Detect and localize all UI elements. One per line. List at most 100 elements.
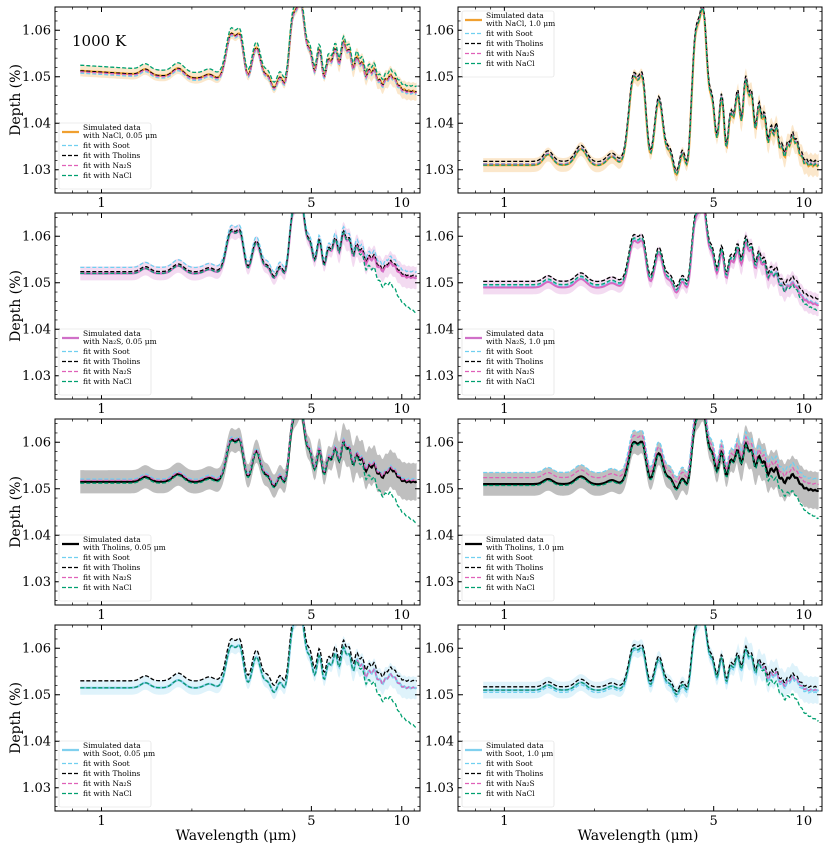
series-line-fit_NaCl <box>483 419 819 520</box>
x-tick-label: 10 <box>796 196 813 211</box>
axes-frame <box>457 6 823 194</box>
legend-data-label: with Soot, 0.05 μm <box>83 749 155 758</box>
series-line-fit_Soot <box>80 213 417 273</box>
legend-fit-label: fit with Soot <box>83 347 130 356</box>
series-line-fit_Tholins <box>483 7 820 172</box>
plot-area <box>483 625 820 722</box>
series-line-fit_Na2S <box>483 213 819 306</box>
legend-box <box>58 534 152 602</box>
uncertainty-band <box>80 625 417 700</box>
legend-fit-label: fit with Soot <box>486 553 533 562</box>
y-tick-label: 1.05 <box>425 482 454 497</box>
series-line-fit_Soot <box>80 419 417 485</box>
legend-fit-label: fit with Na₂S <box>486 779 535 788</box>
legend-data-label: with NaCl, 0.05 μm <box>83 131 157 140</box>
x-tick-label: 1 <box>500 608 508 623</box>
uncertainty-band <box>483 419 819 510</box>
series-line-fit_Tholins <box>483 625 819 693</box>
legend-data-label: Simulated data <box>83 123 141 132</box>
plot-area <box>483 213 820 317</box>
series-line-fit_NaCl <box>483 7 820 176</box>
series-line-fit_NaCl <box>483 625 819 722</box>
plot-area <box>483 7 820 182</box>
legend-fit-label: fit with Tholins <box>486 769 543 778</box>
y-tick-label: 1.05 <box>22 482 51 497</box>
legend-data-label: with Na₂S, 0.05 μm <box>83 337 157 346</box>
x-tick-label: 10 <box>394 814 411 829</box>
x-tick-label: 10 <box>394 402 411 417</box>
legend-data-label: with Soot, 1.0 μm <box>486 749 553 758</box>
series-line-fit_Na2S <box>80 7 417 94</box>
y-tick-label: 1.04 <box>425 528 454 543</box>
y-tick-label: 1.04 <box>425 116 454 131</box>
legend-fit-label: fit with Tholins <box>83 769 140 778</box>
x-tick-label: 10 <box>394 196 411 211</box>
legend-fit-label: fit with Soot <box>83 141 130 150</box>
x-tick-label: 5 <box>307 196 315 211</box>
plot-area <box>80 625 418 728</box>
uncertainty-band <box>483 625 819 705</box>
x-tick-label: 10 <box>796 814 813 829</box>
y-tick-label: 1.05 <box>425 276 454 291</box>
x-tick-label: 1 <box>500 196 508 211</box>
axes-frame <box>54 418 421 606</box>
x-tick-label: 1 <box>97 402 105 417</box>
legend-fit-label: fit with Soot <box>83 759 130 768</box>
uncertainty-band <box>80 419 417 501</box>
y-tick-label: 1.05 <box>22 276 51 291</box>
y-tick-label: 1.04 <box>425 734 454 749</box>
series-line-fit_Soot <box>80 7 417 96</box>
y-tick-label: 1.03 <box>22 163 51 178</box>
plot-area <box>80 7 418 101</box>
x-tick-label: 5 <box>710 608 718 623</box>
y-tick-label: 1.06 <box>22 641 51 656</box>
series-line-fit_Tholins <box>80 213 417 278</box>
legend-data-label: Simulated data <box>83 741 141 750</box>
x-tick-label: 10 <box>796 402 813 417</box>
y-tick-label: 1.03 <box>22 369 51 384</box>
y-tick-label: 1.04 <box>22 116 51 131</box>
xlabel-left: Wavelength (μm) <box>176 828 297 844</box>
y-tick-label: 1.03 <box>425 781 454 796</box>
axes-frame <box>54 212 421 400</box>
legend-data-label: Simulated data <box>83 535 141 544</box>
x-tick-label: 1 <box>500 814 508 829</box>
legend-box <box>461 740 555 808</box>
series-line-fit_NaCl <box>483 213 819 312</box>
x-tick-label: 10 <box>796 608 813 623</box>
x-tick-label: 5 <box>710 814 718 829</box>
x-tick-label: 10 <box>394 608 411 623</box>
plot-area <box>80 213 418 314</box>
legend-fit-label: fit with Soot <box>486 347 533 356</box>
legend-fit-label: fit with Na₂S <box>83 161 132 170</box>
y-tick-label: 1.06 <box>22 229 51 244</box>
legend-fit-label: fit with Na₂S <box>486 367 535 376</box>
legend-data-label: Simulated data <box>486 11 544 20</box>
legend-fit-label: fit with Tholins <box>486 563 543 572</box>
legend-fit-label: fit with Na₂S <box>83 573 132 582</box>
series-line-fit_NaCl <box>80 213 417 314</box>
series-line-fit_Soot <box>483 419 819 481</box>
x-tick-label: 1 <box>97 196 105 211</box>
y-tick-label: 1.03 <box>22 781 51 796</box>
plot-area <box>483 419 820 520</box>
legend-fit-label: fit with NaCl <box>83 583 132 592</box>
legend-fit-label: fit with Soot <box>486 759 533 768</box>
x-tick-label: 5 <box>307 402 315 417</box>
y-tick-label: 1.06 <box>22 23 51 38</box>
y-tick-label: 1.05 <box>22 688 51 703</box>
axes-frame <box>54 624 421 812</box>
uncertainty-band <box>80 7 417 101</box>
y-tick-label: 1.04 <box>22 734 51 749</box>
